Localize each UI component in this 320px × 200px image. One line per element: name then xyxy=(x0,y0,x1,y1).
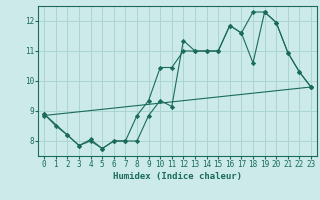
X-axis label: Humidex (Indice chaleur): Humidex (Indice chaleur) xyxy=(113,172,242,181)
